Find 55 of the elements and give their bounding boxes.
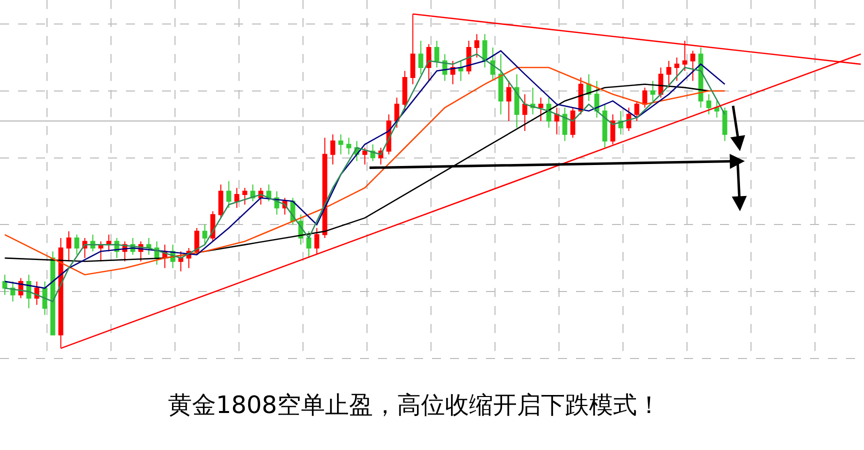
- candlestick: [594, 80, 600, 118]
- candlestick: [338, 134, 344, 155]
- candlestick: [418, 40, 424, 75]
- candlestick: [330, 134, 336, 165]
- candlestick: [234, 187, 240, 208]
- candlestick: [2, 274, 8, 296]
- candlestick: [690, 50, 696, 82]
- candlestick: [178, 250, 184, 272]
- candlestick: [554, 107, 560, 135]
- candlestick: [362, 147, 368, 165]
- candlestick: [666, 60, 672, 88]
- candlestick: [650, 80, 656, 102]
- candlestick: [34, 280, 40, 306]
- candlestick: [402, 70, 408, 112]
- candlestick: [602, 104, 608, 148]
- candlestick: [306, 230, 312, 259]
- candlestick: [74, 234, 80, 256]
- candlestick: [226, 180, 232, 208]
- candlestick: [570, 107, 576, 138]
- candlestick: [458, 60, 464, 82]
- candlestick: [146, 237, 152, 256]
- candlestick: [562, 107, 568, 142]
- candlestick: [266, 184, 272, 202]
- candlestick: [498, 54, 504, 115]
- candlestick: [50, 250, 56, 336]
- candlestick: [634, 100, 640, 122]
- candlestick: [514, 74, 520, 128]
- candlestick: [674, 56, 680, 82]
- candlestick: [522, 94, 528, 132]
- candlestick: [194, 227, 200, 256]
- candlestick: [610, 114, 616, 145]
- candlestick: [346, 137, 352, 155]
- candlestick: [42, 280, 48, 316]
- candlestick: [490, 46, 496, 82]
- text: 黄金1808空单止盈，高位收缩开启下跌模式！: [168, 391, 662, 419]
- candlestick: [506, 80, 512, 122]
- candlestick: [314, 227, 320, 256]
- candlestick: [714, 100, 720, 118]
- candlestick: [722, 107, 728, 142]
- candlestick: [626, 107, 632, 132]
- candlestick: [706, 94, 712, 115]
- candlestick: [202, 224, 208, 246]
- candlestick: [322, 137, 328, 238]
- candlestick: [218, 184, 224, 218]
- candlestick: [538, 97, 544, 122]
- candlestick: [642, 87, 648, 108]
- candlestick: [426, 44, 432, 82]
- candlestick: [210, 210, 216, 242]
- candlestick: [482, 34, 488, 68]
- candlestick: [66, 230, 72, 262]
- candlestick: [106, 234, 112, 252]
- candlestick: [474, 34, 480, 58]
- candlestick: [434, 40, 440, 68]
- candlestick: [394, 97, 400, 128]
- candlestick: [242, 187, 248, 206]
